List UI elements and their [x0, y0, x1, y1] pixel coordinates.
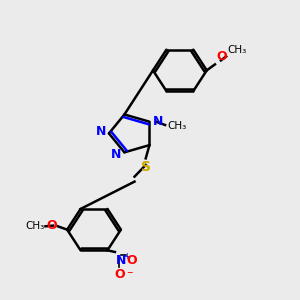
- Text: CH₃: CH₃: [167, 121, 187, 131]
- Text: O: O: [216, 50, 227, 63]
- Text: +: +: [123, 252, 130, 261]
- Text: N: N: [111, 148, 122, 160]
- Text: O: O: [46, 219, 57, 232]
- Text: CH₃: CH₃: [26, 221, 45, 231]
- Text: ⁻: ⁻: [126, 269, 133, 282]
- Text: CH₃: CH₃: [227, 45, 247, 56]
- Text: O: O: [127, 254, 137, 267]
- Text: N: N: [96, 125, 106, 138]
- Text: O: O: [114, 268, 125, 281]
- Text: N: N: [116, 254, 126, 267]
- Text: N: N: [152, 115, 163, 128]
- Text: S: S: [141, 160, 151, 174]
